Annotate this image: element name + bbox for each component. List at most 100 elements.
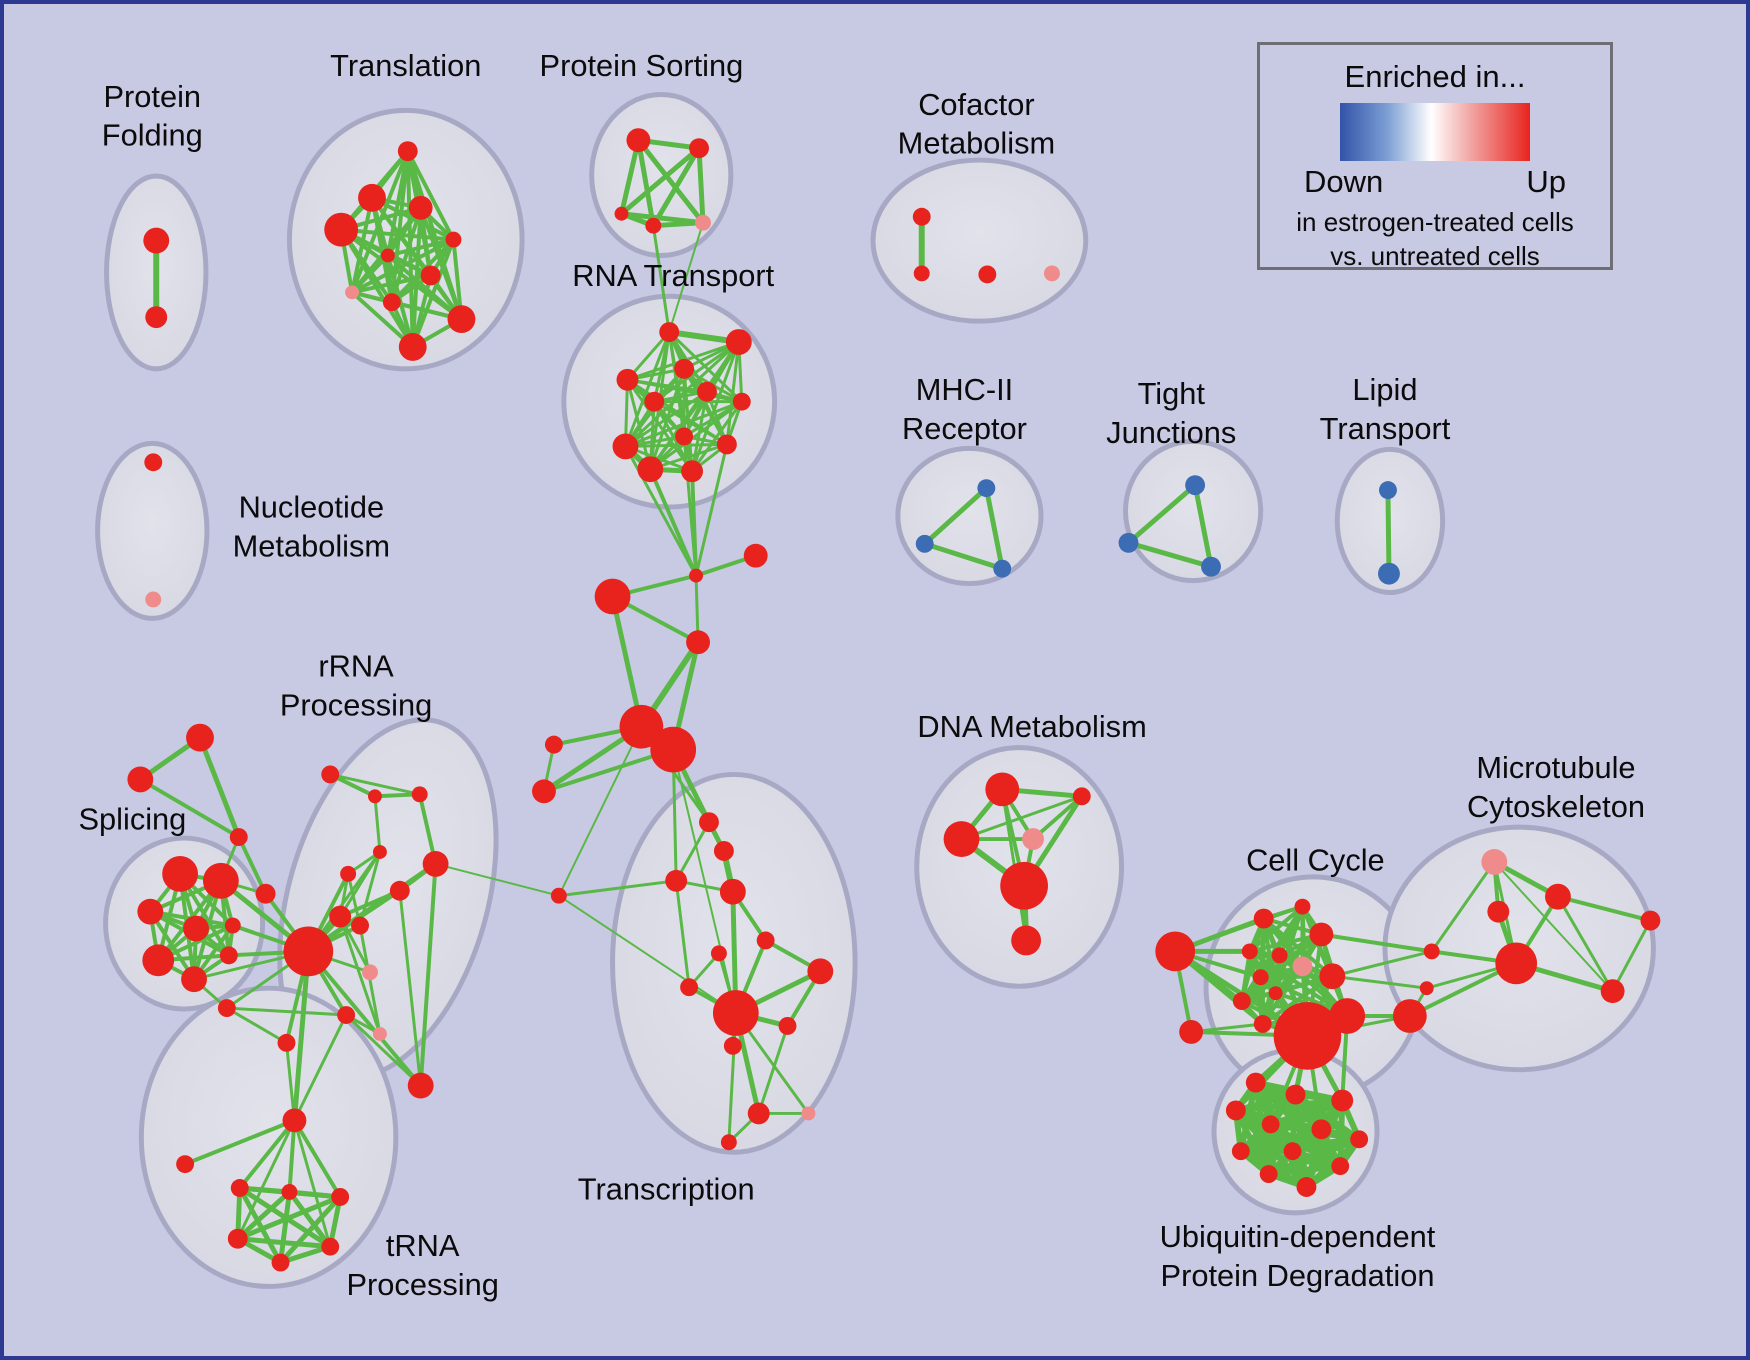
node xyxy=(689,568,704,583)
node xyxy=(389,880,410,901)
edge xyxy=(225,1006,288,1045)
node xyxy=(943,821,980,857)
cluster-ellipse-nucleotide-metabolism xyxy=(95,440,210,621)
node xyxy=(1271,947,1288,964)
edge xyxy=(385,237,456,258)
node xyxy=(1545,883,1571,910)
node xyxy=(1225,1100,1246,1121)
edge xyxy=(651,224,671,334)
edge xyxy=(292,1013,348,1122)
node xyxy=(544,735,563,754)
edge xyxy=(350,273,433,295)
node xyxy=(681,460,704,483)
edge xyxy=(1232,1097,1346,1114)
node xyxy=(732,392,751,411)
node xyxy=(230,1179,249,1197)
node xyxy=(1285,1084,1306,1105)
legend-caption: in estrogen-treated cells vs. untreated … xyxy=(1260,205,1610,273)
edge xyxy=(1247,904,1305,954)
node xyxy=(1241,943,1258,960)
edge xyxy=(648,467,699,578)
cluster-ellipse-cofactor-metabolism xyxy=(870,157,1089,324)
node xyxy=(176,1155,195,1174)
node xyxy=(665,869,688,892)
edge xyxy=(757,1024,790,1115)
edge xyxy=(292,1118,343,1199)
node xyxy=(219,946,238,965)
cluster-label-transcription: Transcription xyxy=(578,1171,755,1206)
node xyxy=(985,772,1020,807)
node xyxy=(912,207,931,226)
node xyxy=(1022,828,1044,850)
cluster-label-tight-junctions: Junctions xyxy=(1106,415,1236,450)
node xyxy=(1201,556,1221,577)
node xyxy=(277,1033,296,1052)
edge xyxy=(650,145,702,229)
legend-up-label: Up xyxy=(1526,164,1566,199)
edge xyxy=(690,400,744,473)
node xyxy=(380,248,395,263)
node xyxy=(993,559,1012,578)
edge xyxy=(278,1194,343,1266)
node xyxy=(747,1102,770,1125)
node xyxy=(743,543,768,568)
node xyxy=(550,887,567,904)
node xyxy=(626,128,651,153)
edge xyxy=(694,442,729,578)
edge xyxy=(358,850,382,928)
node xyxy=(340,865,357,882)
node xyxy=(697,381,717,402)
node xyxy=(1155,931,1196,972)
node xyxy=(224,917,241,934)
cluster-label-trna-processing: tRNA xyxy=(386,1228,460,1263)
edge xyxy=(557,879,678,898)
edge xyxy=(690,340,741,473)
cluster-label-cofactor-metabolism: Cofactor xyxy=(918,87,1034,122)
node xyxy=(408,195,433,220)
edge xyxy=(292,1118,332,1249)
node xyxy=(710,945,727,962)
node xyxy=(1495,942,1538,985)
node xyxy=(614,206,629,221)
node xyxy=(1296,1177,1317,1197)
edge xyxy=(1265,1163,1344,1178)
node xyxy=(398,333,427,361)
edge xyxy=(1430,860,1496,953)
node xyxy=(411,786,428,803)
cluster-label-microtubule-cytoskeleton: Microtubule xyxy=(1476,750,1635,785)
node xyxy=(372,1026,387,1041)
edge xyxy=(1611,919,1652,993)
node xyxy=(255,883,276,904)
edge xyxy=(350,253,390,295)
cluster-label-mhc-ii-receptor: Receptor xyxy=(902,411,1027,446)
node xyxy=(420,265,441,286)
node xyxy=(372,845,387,859)
edge xyxy=(1330,974,1429,990)
node xyxy=(337,1006,356,1024)
cluster-label-dna-metabolism: DNA Metabolism xyxy=(917,709,1146,744)
node xyxy=(807,958,834,985)
node xyxy=(645,217,662,234)
node xyxy=(1481,849,1508,875)
node xyxy=(127,766,154,793)
edge xyxy=(648,400,744,471)
cluster-ellipse-protein-sorting xyxy=(589,91,734,258)
node xyxy=(1331,1157,1350,1176)
node xyxy=(616,368,639,391)
node xyxy=(1640,910,1661,931)
node xyxy=(612,433,639,460)
node xyxy=(720,1134,737,1151)
edge xyxy=(138,777,241,840)
node xyxy=(977,479,996,498)
edge xyxy=(418,861,438,1088)
edge xyxy=(623,330,671,448)
edge xyxy=(1126,540,1214,570)
node xyxy=(1000,861,1048,910)
edge xyxy=(959,794,1084,841)
node xyxy=(1273,1002,1342,1070)
cluster-label-lipid-transport: Lipid xyxy=(1352,372,1417,407)
node xyxy=(321,765,340,784)
node xyxy=(1044,265,1060,282)
edge xyxy=(1192,482,1214,570)
